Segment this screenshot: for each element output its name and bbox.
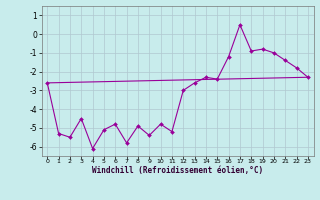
X-axis label: Windchill (Refroidissement éolien,°C): Windchill (Refroidissement éolien,°C) (92, 166, 263, 175)
